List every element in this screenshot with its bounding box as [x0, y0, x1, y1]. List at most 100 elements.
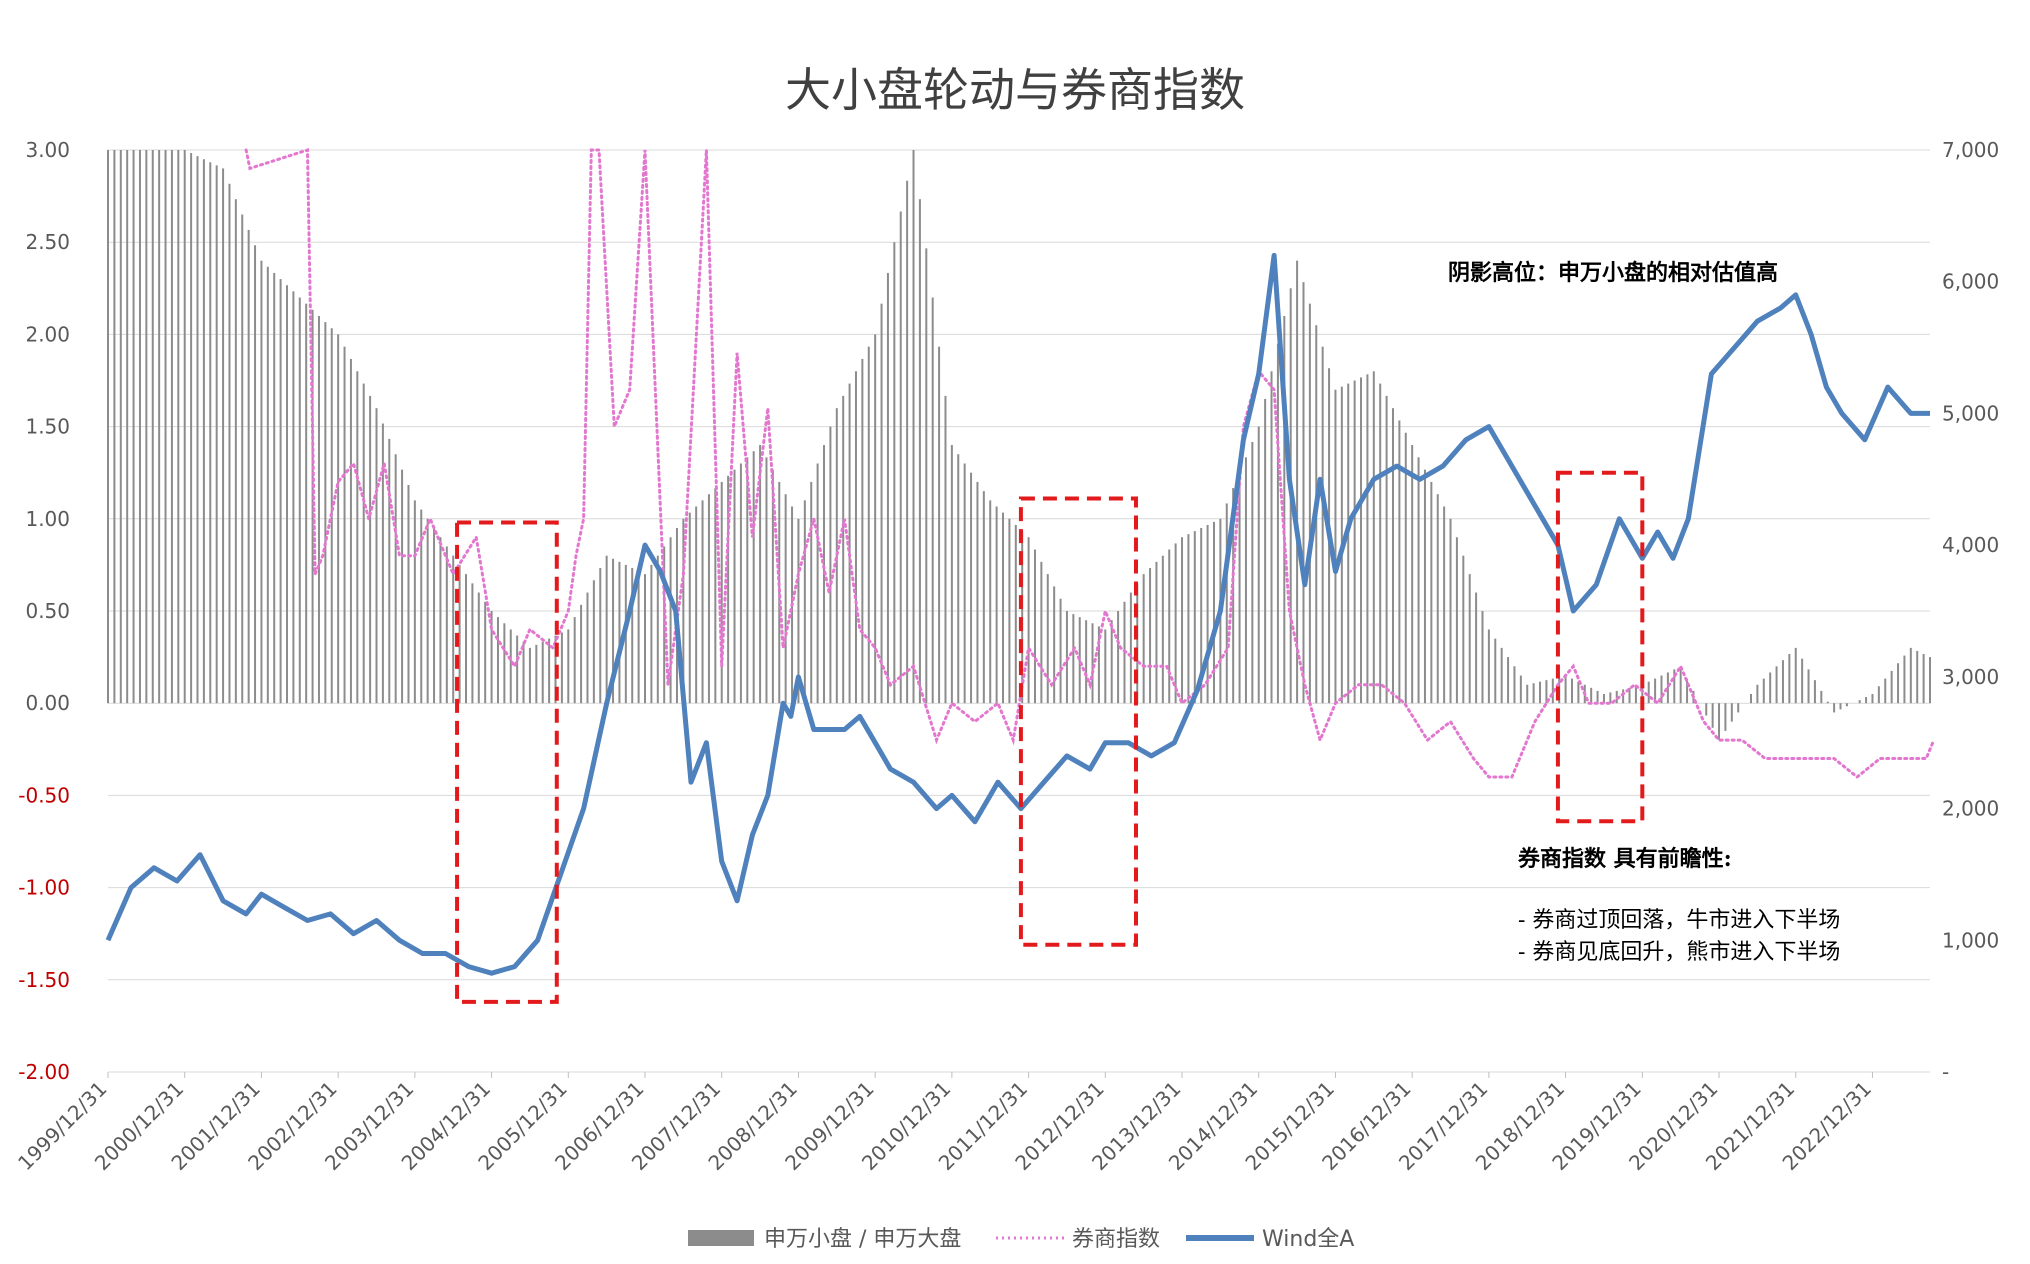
bar [1283, 315, 1286, 704]
bar [1072, 614, 1075, 704]
highlight-boxes [455, 470, 1645, 1004]
bar [541, 641, 544, 704]
bar [1117, 611, 1120, 704]
bar [1749, 693, 1752, 704]
bar [906, 180, 909, 704]
bar [880, 303, 883, 704]
bar [1596, 690, 1599, 704]
bar [656, 555, 659, 704]
bar [209, 162, 212, 704]
bar [509, 629, 512, 704]
right-tick-label: 2,000 [1942, 797, 1999, 821]
bar [912, 150, 915, 704]
bar [516, 635, 519, 704]
bar [1443, 506, 1446, 704]
bar [1545, 680, 1548, 704]
bar [1085, 620, 1088, 704]
bar [388, 438, 391, 704]
bar [727, 475, 730, 704]
bar [1302, 282, 1305, 704]
bar [1686, 678, 1689, 704]
bar [1916, 650, 1919, 704]
bar [1232, 488, 1235, 704]
bar [484, 601, 487, 704]
bar [1628, 687, 1631, 704]
bar [1014, 524, 1017, 704]
bar [1142, 574, 1145, 704]
bar [1788, 654, 1791, 704]
bar [1238, 472, 1241, 704]
bar [1929, 657, 1931, 704]
bar [957, 454, 960, 704]
bar [612, 558, 615, 704]
shade-note: 阴影高位：申万小盘的相对估值高 [1448, 260, 1778, 286]
bar [861, 358, 864, 704]
bar [1794, 647, 1797, 704]
bar [286, 285, 289, 704]
bar [375, 408, 378, 704]
bar [1149, 567, 1152, 704]
bar [631, 567, 634, 704]
bar [1775, 666, 1778, 704]
bar [567, 629, 570, 704]
right-tick-label: - [1942, 1060, 1949, 1084]
bar [458, 564, 461, 704]
bar [592, 580, 595, 704]
bar [650, 564, 653, 704]
bar [1379, 383, 1382, 704]
bar [1097, 626, 1100, 704]
broker-lead-title: 券商指数 具有前瞻性: [1517, 846, 1732, 872]
bar [426, 518, 429, 704]
bar [1590, 687, 1593, 704]
bar [759, 445, 762, 704]
bar [1321, 346, 1324, 704]
bar [918, 199, 921, 704]
bar [803, 500, 806, 704]
bar [1679, 666, 1682, 704]
bar [688, 512, 691, 704]
bar [317, 315, 320, 704]
bar [1391, 408, 1394, 704]
bar [477, 592, 480, 704]
bar [874, 334, 877, 704]
right-tick-label: 1,000 [1942, 928, 1999, 952]
bar [1909, 647, 1912, 704]
bar [273, 272, 276, 704]
bar [1711, 703, 1714, 728]
bar [1411, 445, 1414, 704]
bar [1724, 703, 1727, 731]
bar [746, 457, 749, 704]
bar [337, 334, 340, 704]
bar [1673, 669, 1676, 704]
bar [260, 260, 263, 704]
bar [1065, 611, 1068, 704]
legend-label-ratio: 申万小盘 / 申万大盘 [764, 1227, 961, 1252]
bar [1398, 420, 1401, 704]
bar [1168, 549, 1171, 704]
right-tick-label: 5,000 [1942, 401, 1999, 425]
bar [1602, 693, 1605, 704]
bar [573, 617, 576, 704]
bar [637, 571, 640, 704]
bar [829, 426, 832, 704]
bar [490, 611, 493, 704]
bar [1481, 611, 1484, 704]
bar [797, 518, 800, 704]
left-tick-label: -1.00 [18, 876, 70, 900]
bar [1897, 663, 1900, 704]
bar [989, 500, 992, 704]
bar [1174, 543, 1177, 704]
bar [1161, 555, 1164, 704]
bar [1206, 524, 1209, 704]
bar [1762, 678, 1765, 704]
bar [1430, 481, 1433, 704]
bar [107, 150, 109, 704]
bar [1507, 657, 1510, 704]
bar [170, 150, 173, 704]
bar [842, 395, 845, 704]
bar [1813, 680, 1816, 704]
bar [401, 469, 404, 704]
highlight-box [455, 520, 559, 1004]
left-tick-label: 2.50 [25, 230, 70, 254]
bar [1532, 683, 1535, 704]
